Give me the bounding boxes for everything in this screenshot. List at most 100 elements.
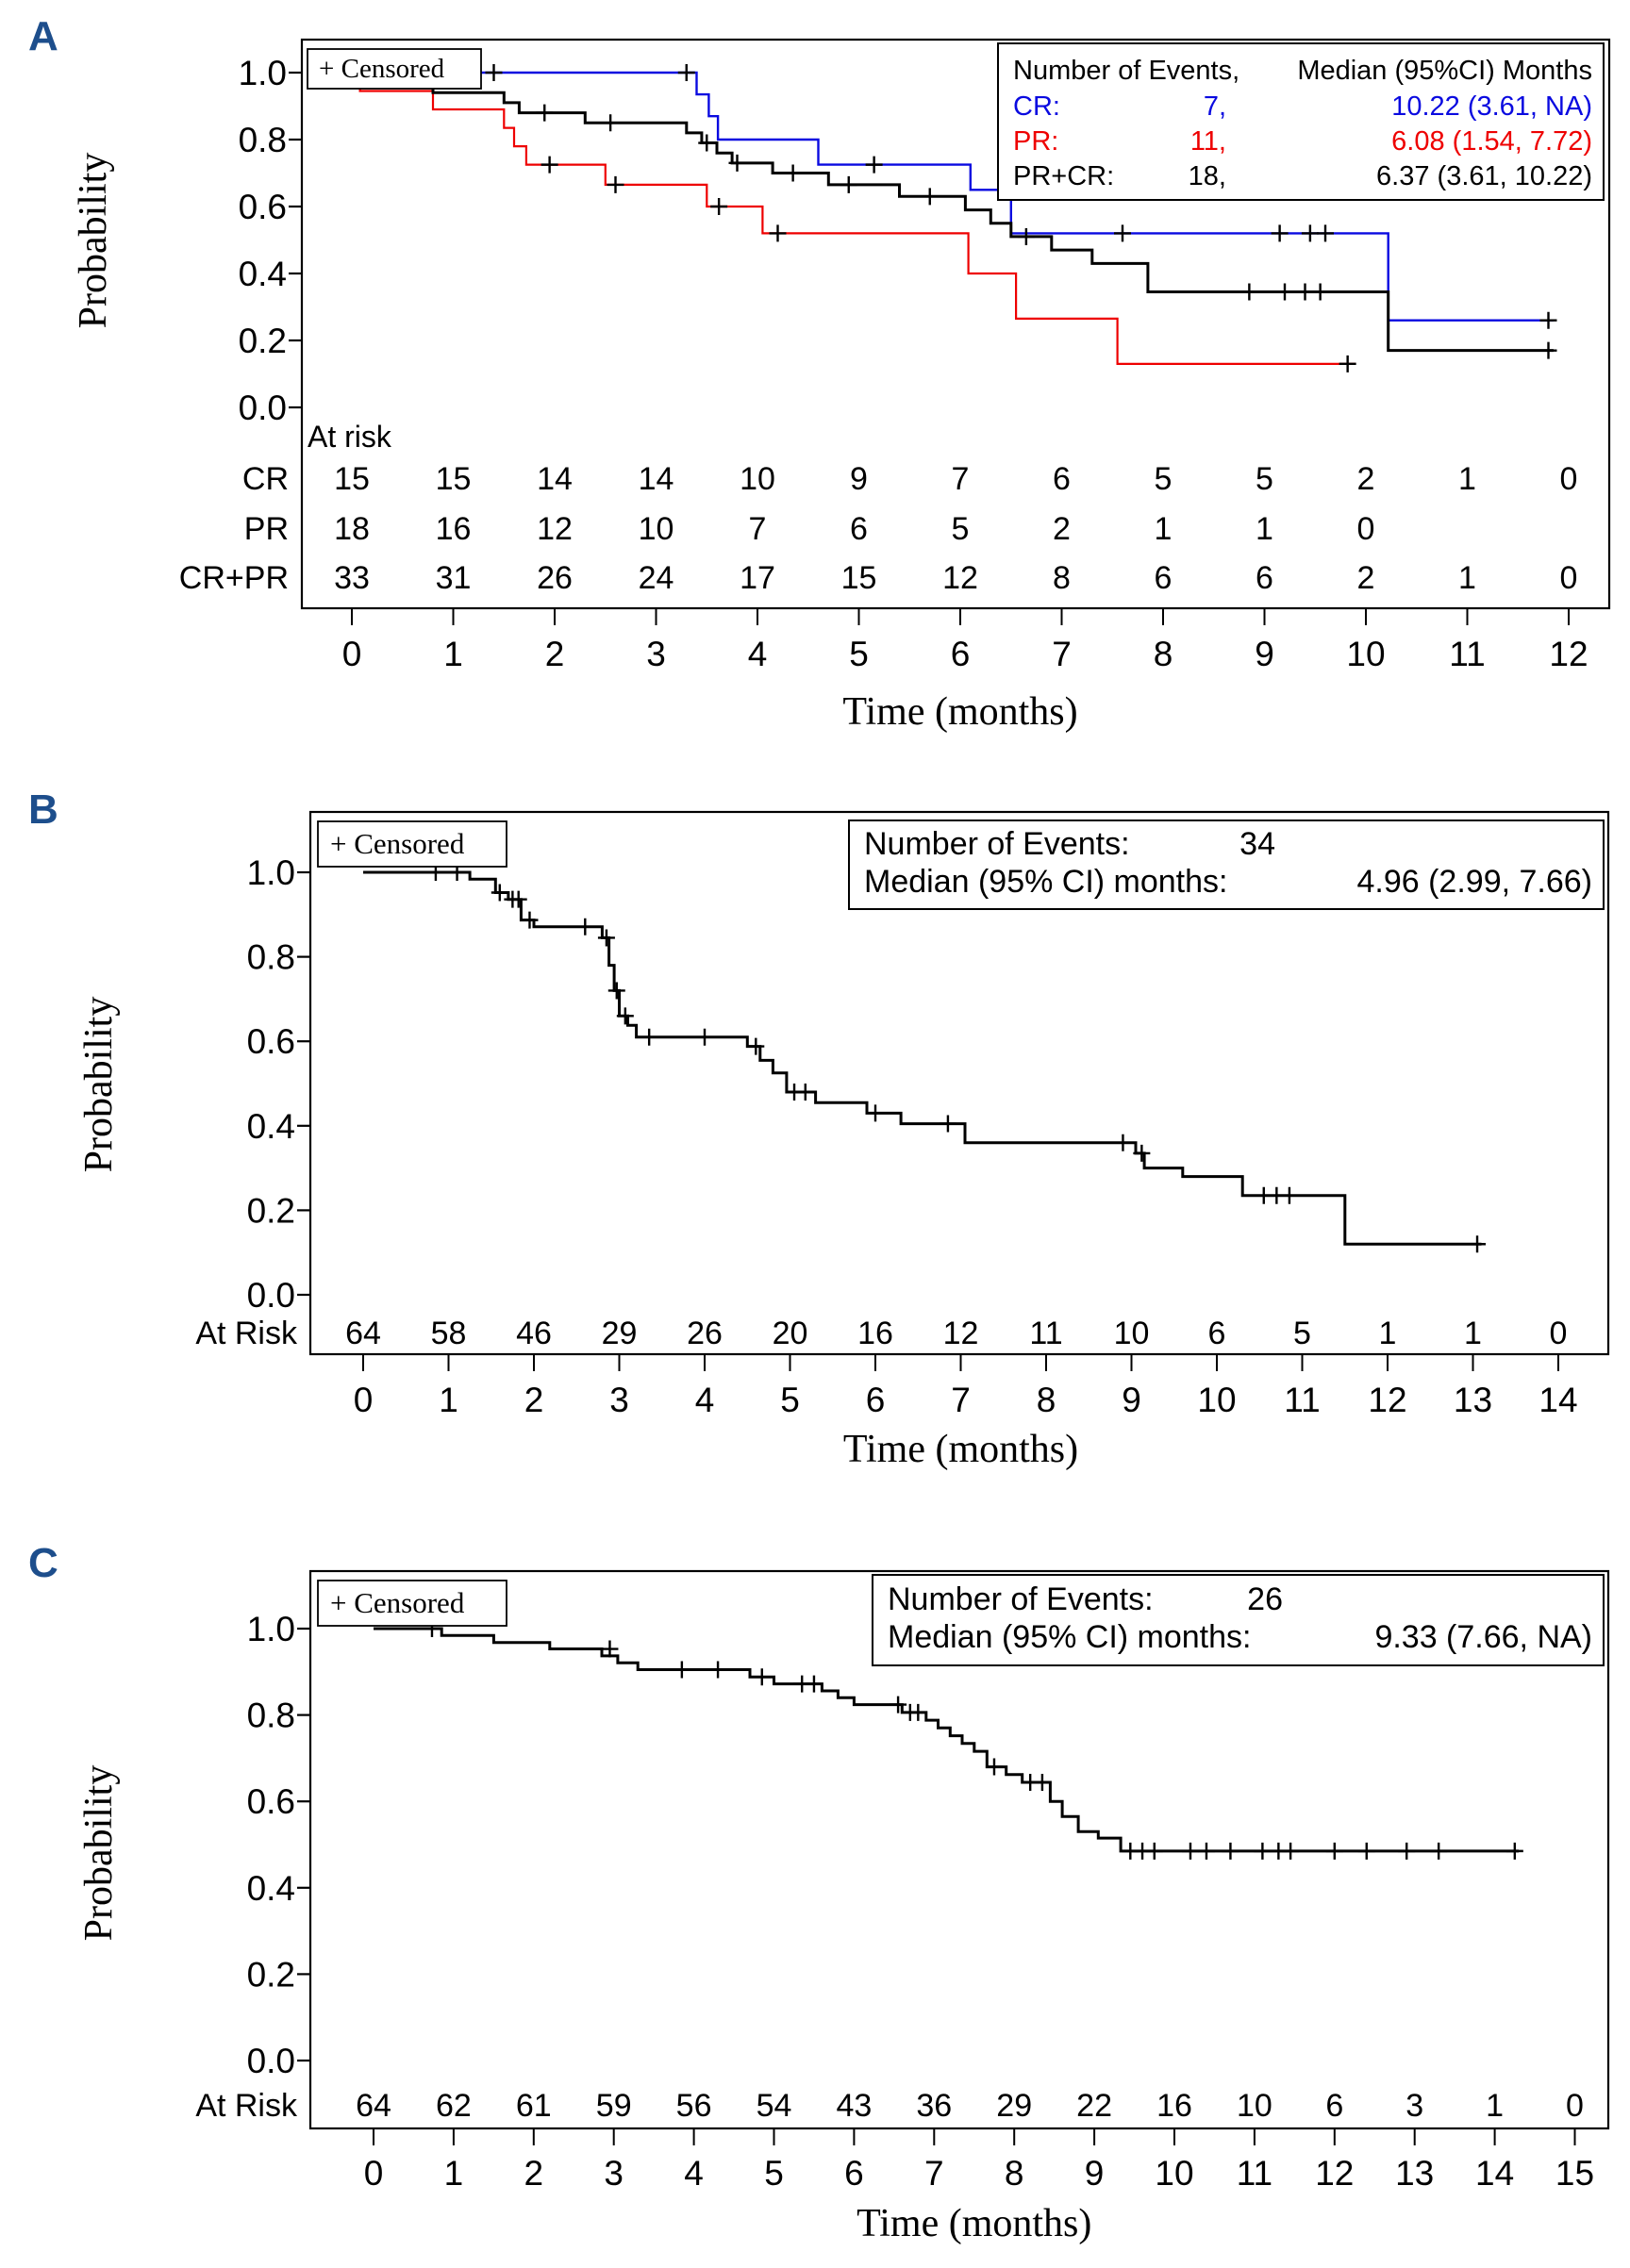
y-tick-label: 0.6 <box>247 1782 295 1821</box>
censor-mark <box>576 918 594 935</box>
x-tick-label: 10 <box>1155 2154 1193 2193</box>
legend-stat-label: Median (95% CI) months: <box>888 1619 1252 1655</box>
x-tick-label: 2 <box>524 2154 544 2193</box>
at-risk-value: 1 <box>1458 461 1476 497</box>
x-tick-label: 11 <box>1284 1381 1320 1419</box>
x-tick-label: 5 <box>780 1381 800 1419</box>
at-risk-value: 6 <box>1256 560 1273 596</box>
at-risk-value: 10 <box>639 511 674 547</box>
y-tick-label: 1.0 <box>239 54 287 92</box>
at-risk-value: 29 <box>602 1316 638 1351</box>
y-tick-label: 1.0 <box>247 853 295 892</box>
at-risk-value: 26 <box>687 1316 723 1351</box>
km-curve-all <box>363 864 1487 1253</box>
at-risk-table: At Risk 64 62 61 59 56 54 43 36 29 22 16 10 6 3 1 0 <box>195 2088 1584 2124</box>
censor-mark <box>1114 224 1131 242</box>
at-risk-value: 0 <box>1560 560 1578 596</box>
x-tick-label: 6 <box>866 1381 886 1419</box>
censored-key-box <box>307 48 482 90</box>
x-tick-label: 12 <box>1549 635 1588 673</box>
x-tick-label: 6 <box>951 635 971 673</box>
censor-mark <box>890 1696 907 1713</box>
at-risk-value: 6 <box>1208 1316 1226 1351</box>
x-tick-label: 3 <box>609 1381 629 1419</box>
y-tick-label: 0.2 <box>247 1955 295 1994</box>
at-risk-value: 14 <box>537 461 573 497</box>
x-tick-label: 3 <box>604 2154 624 2193</box>
at-risk-value: 12 <box>537 511 573 547</box>
y-axis-title: Probability <box>72 153 115 329</box>
stats-legend-box <box>997 42 1605 201</box>
censor-mark <box>867 1104 884 1122</box>
legend-stat-value: 26 <box>1247 1581 1283 1617</box>
panel-b: B 1.0 0.8 0.6 0.4 0.2 0.0 Probability 0 1 2 3 4 5 6 7 8… <box>0 745 1630 1485</box>
legend-series-median: 6.08 (1.54, 7.72) <box>1391 126 1592 157</box>
at-risk-table: At Risk 64 58 46 29 26 20 16 12 11 10 6 5 1 1 0 <box>195 1316 1567 1351</box>
at-risk-value: 17 <box>740 560 775 596</box>
panel-c-plot-container: 1.0 0.8 0.6 0.4 0.2 0.0 Probability 0 1 2 3 4 5 6 7 8 9 1… <box>0 1485 1630 2268</box>
legend-stat-value: 9.33 (7.66, NA) <box>1374 1619 1592 1655</box>
censor-mark <box>616 1007 634 1025</box>
censor-mark <box>607 175 624 193</box>
censored-key-label: + Censored <box>330 827 465 860</box>
censor-mark <box>509 890 527 908</box>
legend-series-events: 7, <box>1204 91 1226 122</box>
at-risk-value: 1 <box>1256 511 1273 547</box>
stats-legend: Number of Events, Median (95%CI) Months CR… <box>997 42 1605 201</box>
km-curve-pr <box>352 71 1356 372</box>
censor-mark <box>1197 1842 1215 1860</box>
at-risk-value: 54 <box>757 2088 792 2124</box>
x-axis-title: Time (months) <box>843 1428 1078 1471</box>
at-risk-value: 0 <box>1560 461 1578 497</box>
censor-mark <box>1505 1842 1523 1860</box>
x-tick-label: 1 <box>443 635 463 673</box>
censor-mark <box>747 1037 765 1055</box>
y-tick-label: 0.0 <box>247 1276 295 1315</box>
x-tick-label: 3 <box>646 635 666 673</box>
censor-mark <box>1181 1842 1199 1860</box>
censor-mark <box>521 911 539 929</box>
y-tick-label: 0.0 <box>239 389 287 427</box>
x-tick-label: 5 <box>764 2154 784 2193</box>
legend-header-events: Number of Events, <box>1013 56 1239 86</box>
at-risk-row-label: At Risk <box>195 1316 298 1351</box>
censor-mark <box>753 1668 771 1686</box>
x-tick-label: 12 <box>1315 2154 1354 2193</box>
legend-series-name: PR: <box>1013 126 1058 157</box>
y-tick-label: 0.6 <box>247 1022 295 1061</box>
censor-mark <box>909 1703 927 1721</box>
censor-mark <box>985 1758 1003 1776</box>
at-risk-value: 12 <box>943 1316 979 1351</box>
survival-step-line <box>352 71 1356 365</box>
at-risk-value: 5 <box>1155 461 1173 497</box>
km-curve-all <box>374 1620 1523 1860</box>
legend-series-name: PR+CR: <box>1013 161 1114 191</box>
at-risk-value: 9 <box>850 461 868 497</box>
censor-mark <box>1430 1842 1448 1860</box>
at-risk-value: 15 <box>334 461 370 497</box>
censor-mark <box>1357 1842 1375 1860</box>
y-tick-label: 0.4 <box>247 1107 295 1146</box>
censored-key-box <box>317 1580 507 1627</box>
at-risk-value: 10 <box>1237 2088 1272 2124</box>
x-axis-title: Time (months) <box>857 2202 1091 2245</box>
y-axis-title: Probability <box>77 1765 121 1942</box>
censor-mark <box>709 1661 727 1679</box>
censor-mark <box>1282 1842 1300 1860</box>
censor-mark <box>1325 1842 1343 1860</box>
panel-a: A 1.0 0.8 0.6 0.4 0.2 0.0 Probability 0 1 2 3 4 5 6 7 8… <box>0 0 1630 745</box>
at-risk-value: 33 <box>334 560 370 596</box>
x-tick-label: 0 <box>342 635 362 673</box>
legend-stat-value: 4.96 (2.99, 7.66) <box>1356 864 1592 900</box>
panel-a-letter: A <box>28 13 58 59</box>
x-tick-label: 8 <box>1037 1381 1056 1419</box>
censor-mark <box>1240 283 1258 301</box>
censor-mark <box>1301 224 1319 242</box>
x-tick-label: 8 <box>1154 635 1173 673</box>
censor-mark <box>1033 1774 1051 1792</box>
censor-mark <box>696 1028 713 1046</box>
